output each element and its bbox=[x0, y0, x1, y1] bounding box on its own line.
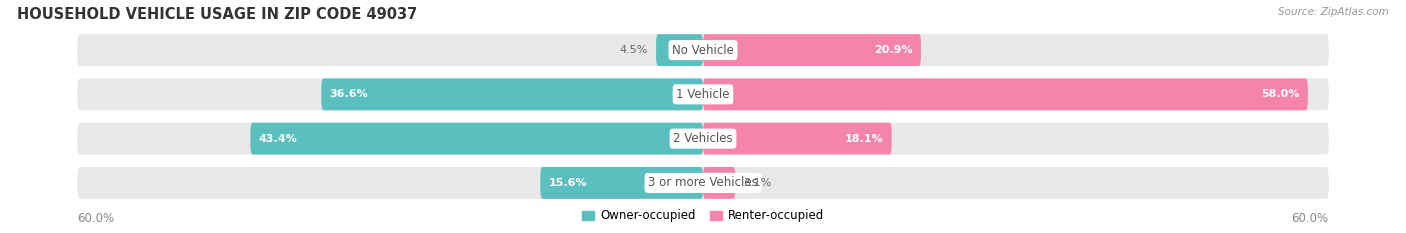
Text: 60.0%: 60.0% bbox=[1292, 212, 1329, 225]
FancyBboxPatch shape bbox=[77, 79, 1329, 110]
FancyBboxPatch shape bbox=[703, 79, 1308, 110]
Text: 2 Vehicles: 2 Vehicles bbox=[673, 132, 733, 145]
FancyBboxPatch shape bbox=[703, 167, 735, 199]
FancyBboxPatch shape bbox=[77, 123, 1329, 154]
Legend: Owner-occupied, Renter-occupied: Owner-occupied, Renter-occupied bbox=[578, 205, 828, 227]
FancyBboxPatch shape bbox=[703, 123, 891, 154]
Text: 18.1%: 18.1% bbox=[845, 134, 883, 144]
Text: HOUSEHOLD VEHICLE USAGE IN ZIP CODE 49037: HOUSEHOLD VEHICLE USAGE IN ZIP CODE 4903… bbox=[17, 7, 418, 22]
Text: 3 or more Vehicles: 3 or more Vehicles bbox=[648, 176, 758, 189]
FancyBboxPatch shape bbox=[77, 167, 1329, 199]
Text: 1 Vehicle: 1 Vehicle bbox=[676, 88, 730, 101]
FancyBboxPatch shape bbox=[77, 34, 1329, 66]
Text: Source: ZipAtlas.com: Source: ZipAtlas.com bbox=[1278, 7, 1389, 17]
FancyBboxPatch shape bbox=[703, 34, 921, 66]
FancyBboxPatch shape bbox=[657, 34, 703, 66]
Text: 3.1%: 3.1% bbox=[744, 178, 772, 188]
Text: No Vehicle: No Vehicle bbox=[672, 44, 734, 57]
Text: 15.6%: 15.6% bbox=[548, 178, 588, 188]
Text: 60.0%: 60.0% bbox=[77, 212, 114, 225]
Text: 36.6%: 36.6% bbox=[329, 89, 368, 99]
Text: 58.0%: 58.0% bbox=[1261, 89, 1299, 99]
Text: 4.5%: 4.5% bbox=[620, 45, 648, 55]
Text: 20.9%: 20.9% bbox=[875, 45, 912, 55]
FancyBboxPatch shape bbox=[540, 167, 703, 199]
FancyBboxPatch shape bbox=[250, 123, 703, 154]
FancyBboxPatch shape bbox=[322, 79, 703, 110]
Text: 43.4%: 43.4% bbox=[259, 134, 298, 144]
